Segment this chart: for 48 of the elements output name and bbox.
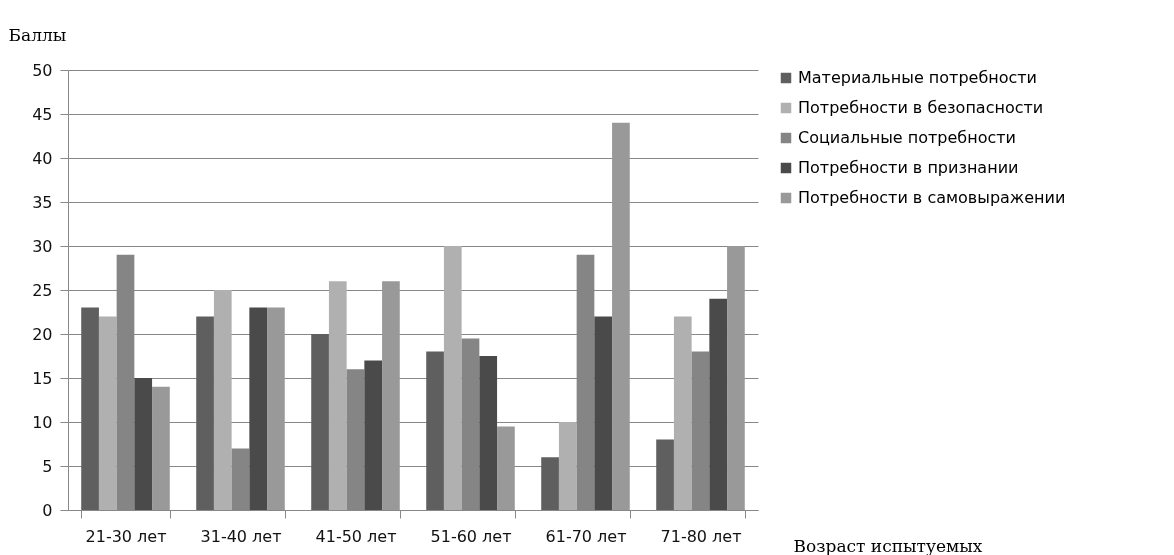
y-tick-label: 5 xyxy=(42,456,53,476)
bar xyxy=(709,298,728,510)
x-tick-label: 21-30 лет xyxy=(85,526,167,546)
bar xyxy=(249,307,268,510)
y-tick-label: 0 xyxy=(42,500,53,520)
bar xyxy=(81,307,99,510)
y-tick-label: 35 xyxy=(32,192,53,212)
bar xyxy=(152,386,170,510)
legend-label: Потребности в признании xyxy=(798,158,1019,177)
bar xyxy=(541,457,559,510)
y-tick-label: 40 xyxy=(32,148,53,168)
bar xyxy=(727,246,745,510)
y-tick-label: 45 xyxy=(32,104,53,124)
y-tick-label: 10 xyxy=(32,412,53,432)
legend-label: Социальные потребности xyxy=(798,128,1016,147)
legend-label: Потребности в безопасности xyxy=(798,98,1044,117)
y-tick-label: 20 xyxy=(32,324,53,344)
bar xyxy=(364,360,383,510)
bar xyxy=(656,439,674,510)
bar xyxy=(479,356,498,510)
bar xyxy=(311,334,329,510)
bar xyxy=(213,290,232,510)
x-axis-title: Возраст испытуемых xyxy=(793,535,983,555)
x-tick-label: 61-70 лет xyxy=(545,526,627,546)
y-axis-title: Баллы xyxy=(8,24,67,45)
legend-label: Материальные потребности xyxy=(798,68,1038,87)
bar xyxy=(497,426,515,510)
x-tick-label: 71-80 лет xyxy=(660,526,742,546)
bar xyxy=(382,281,400,510)
legend-label: Потребности в самовыражении xyxy=(798,188,1066,207)
bar xyxy=(196,316,214,510)
bar xyxy=(98,316,117,510)
bar xyxy=(558,422,577,510)
bar xyxy=(612,122,630,510)
bar xyxy=(443,246,462,510)
y-tick-label: 30 xyxy=(32,236,53,256)
x-tick-label: 41-50 лет xyxy=(315,526,397,546)
x-tick-label: 51-60 лет xyxy=(430,526,512,546)
bar xyxy=(267,307,285,510)
y-tick-label: 15 xyxy=(32,368,53,388)
bar xyxy=(673,316,692,510)
y-tick-label: 25 xyxy=(32,280,53,300)
bar xyxy=(134,378,153,510)
x-tick-label: 31-40 лет xyxy=(200,526,282,546)
bar xyxy=(328,281,347,510)
bar xyxy=(426,351,444,510)
bar xyxy=(594,316,613,510)
y-tick-label: 50 xyxy=(32,60,53,80)
